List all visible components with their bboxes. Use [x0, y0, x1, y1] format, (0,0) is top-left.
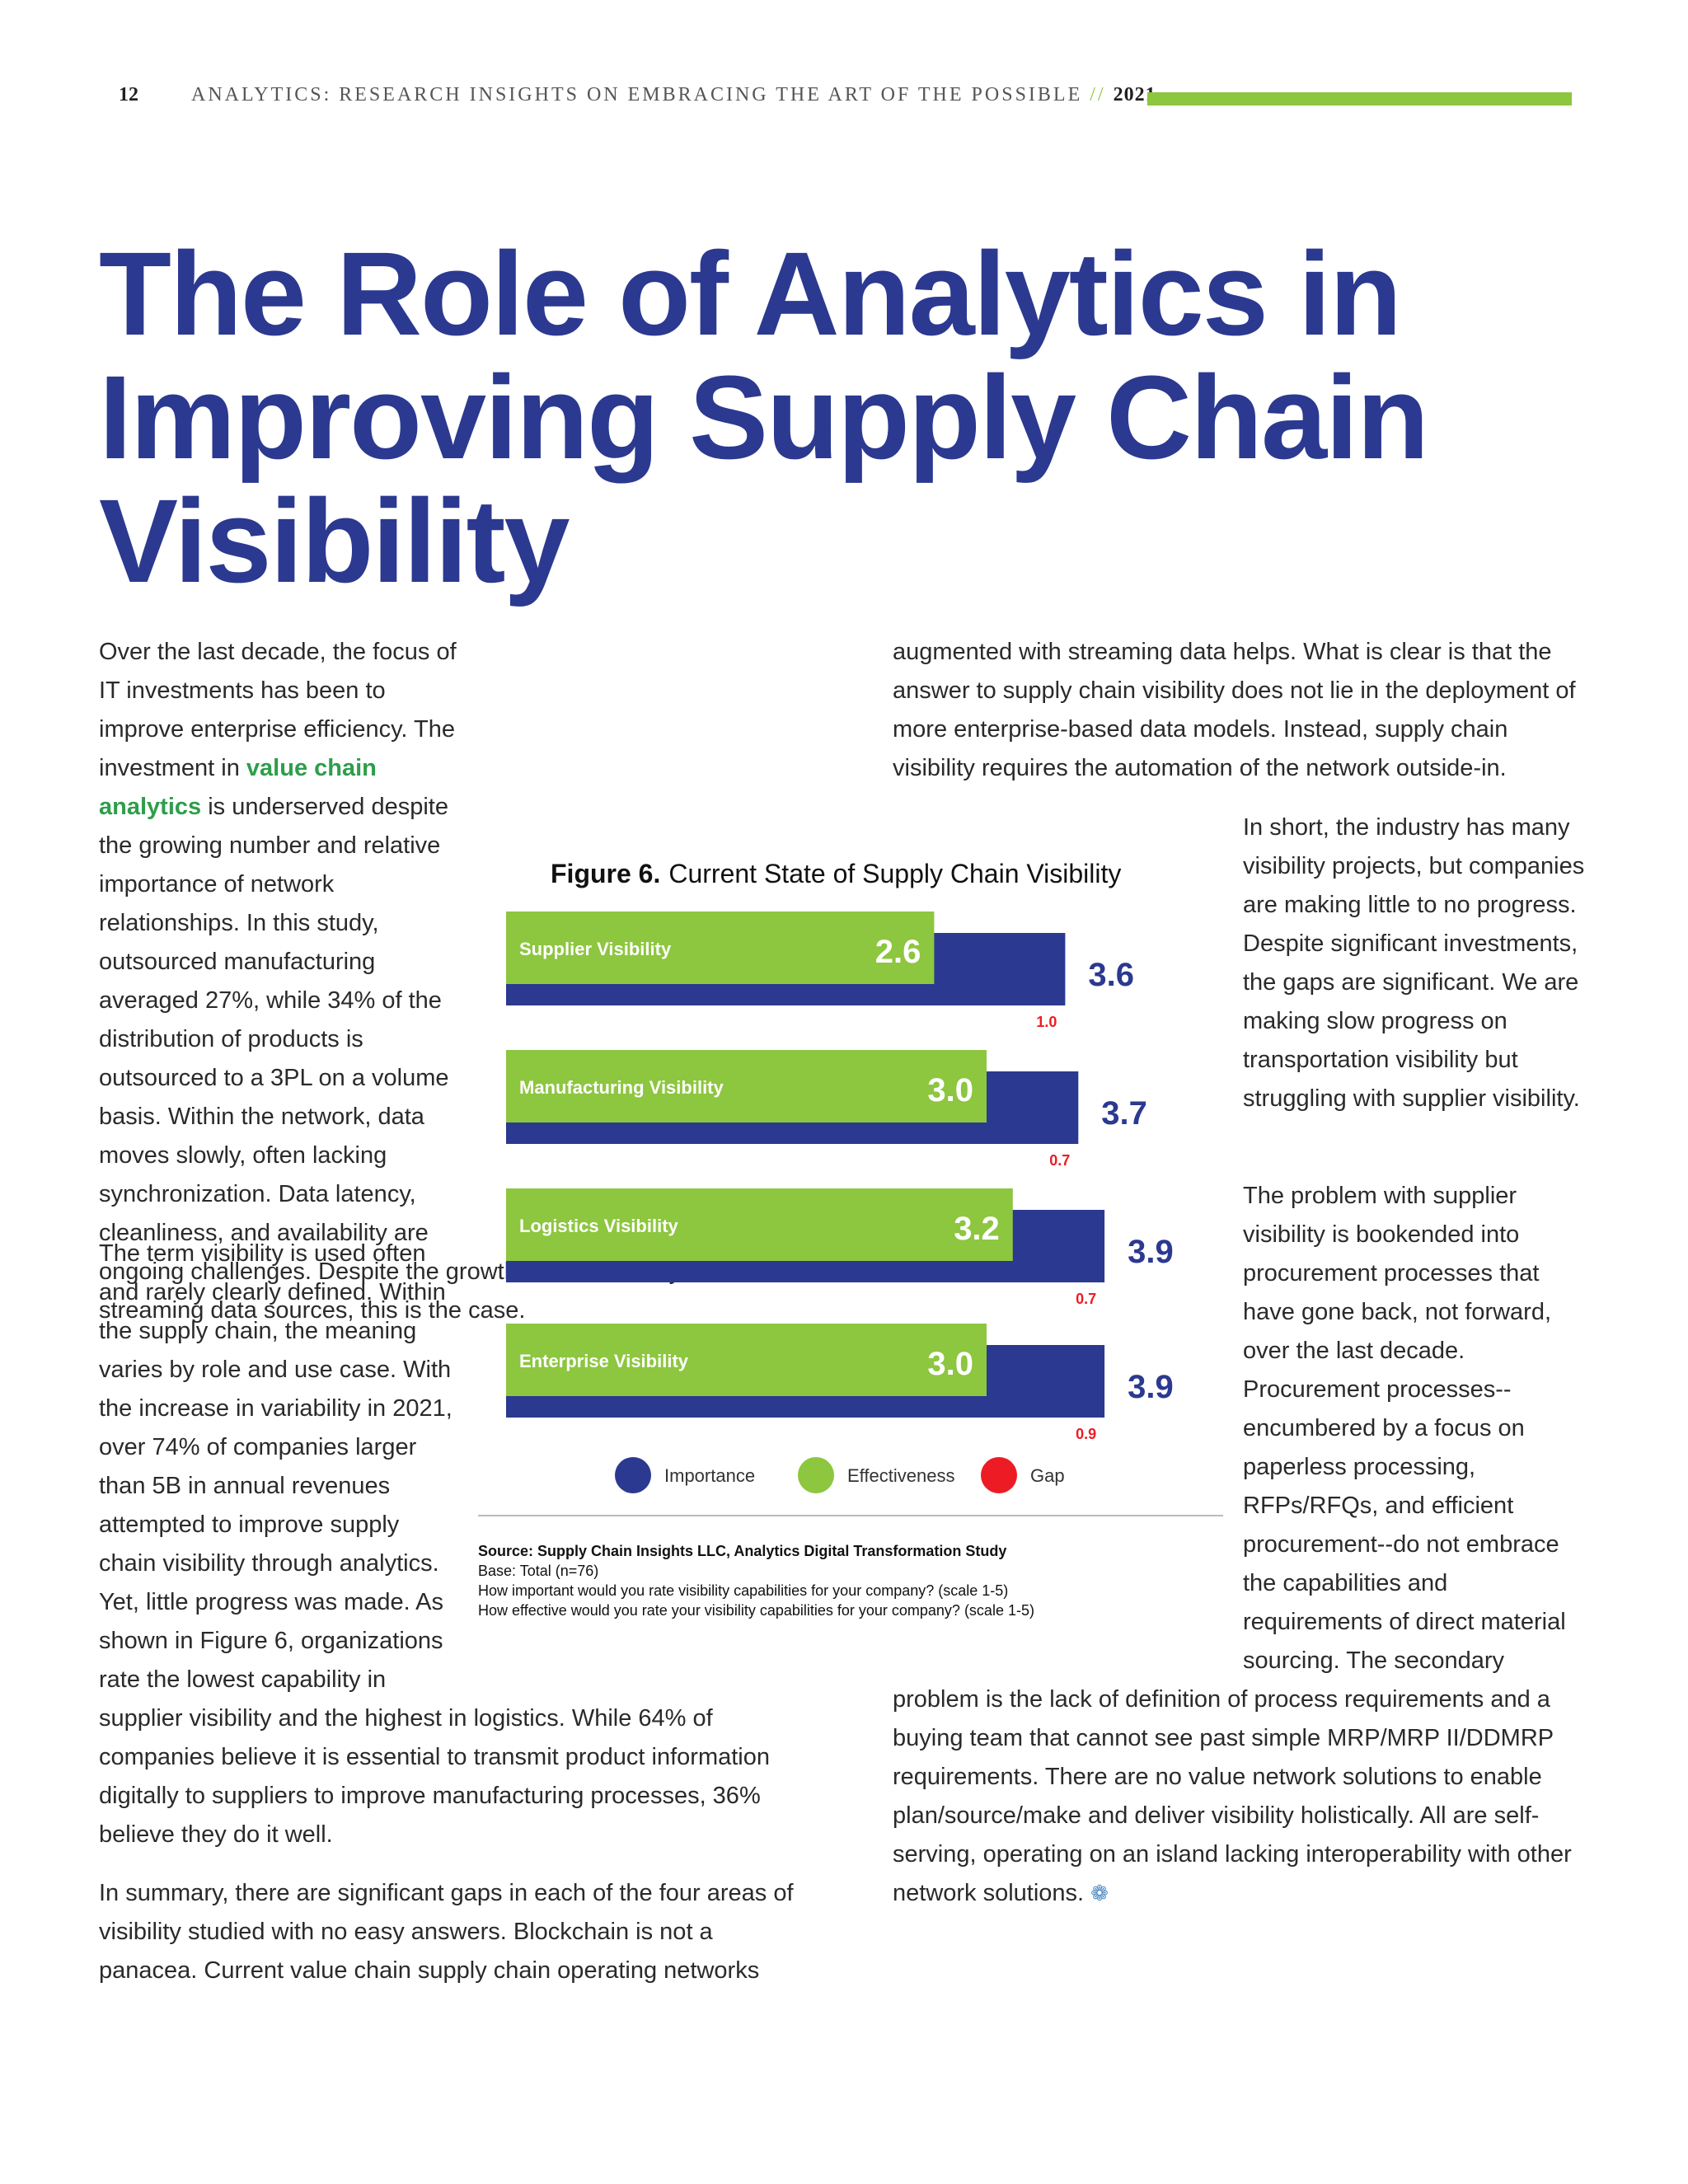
importance-value: 3.6: [1088, 957, 1134, 993]
source-question-1: How important would you rate visibility …: [478, 1582, 1009, 1599]
flower-end-icon: ❁: [1090, 1881, 1109, 1905]
right-paragraph-2: In short, the industry has many visibili…: [1243, 814, 1585, 1112]
left-paragraph-1: Over the last decade, the focus of IT in…: [99, 633, 791, 1330]
effectiveness-bar: [506, 1050, 987, 1122]
right-paragraph-3: The problem with supplier visibility is …: [893, 1177, 1589, 1913]
running-title: ANALYTICS: RESEARCH INSIGHTS ON EMBRACIN…: [191, 84, 1156, 106]
title-separator: //: [1090, 84, 1106, 105]
gap-value: 1.0: [1036, 1014, 1057, 1030]
category-label: Manufacturing Visibility: [519, 1077, 724, 1098]
running-title-text: ANALYTICS: RESEARCH INSIGHTS ON EMBRACIN…: [191, 84, 1083, 105]
figure-source: Source: Supply Chain Insights LLC, Analy…: [478, 1541, 1034, 1620]
right-paragraph-3-text: The problem with supplier visibility is …: [893, 1183, 1572, 1906]
value-chain-analytics-highlight: value chain analytics: [99, 755, 377, 820]
left-paragraph-2: The term visibility is used often and ra…: [99, 1235, 808, 1854]
figure-wrap-spacer-left: [453, 1235, 808, 1684]
effectiveness-bar: [506, 912, 935, 984]
source-base: Base: Total (n=76): [478, 1563, 599, 1579]
page-number: 12: [119, 84, 138, 105]
legend-label: Effectiveness: [847, 1465, 954, 1486]
category-label: Supplier Visibility: [519, 939, 672, 959]
legend-swatch: [615, 1457, 651, 1493]
legend-swatch: [981, 1457, 1017, 1493]
legend-label: Gap: [1030, 1465, 1065, 1486]
gap-value: 0.7: [1076, 1291, 1096, 1307]
legend-label: Importance: [664, 1465, 755, 1486]
source-label: Source: Supply Chain Insights LLC, Analy…: [478, 1543, 1007, 1559]
left-paragraph-2-text: The term visibility is used often and ra…: [99, 1240, 770, 1848]
importance-value: 3.9: [1128, 1369, 1174, 1405]
left-paragraph-1-start: Over the last decade, the focus of IT in…: [99, 639, 457, 781]
figure-caption: Current State of Supply Chain Visibility: [668, 859, 1122, 888]
source-question-2: How effective would you rate your visibi…: [478, 1602, 1034, 1619]
category-label: Enterprise Visibility: [519, 1351, 689, 1371]
importance-value: 3.7: [1101, 1095, 1147, 1132]
left-paragraph-1-end: is underserved despite the growing numbe…: [99, 794, 758, 1324]
figure-title: Figure 6. Current State of Supply Chain V…: [551, 855, 1121, 892]
figure-label: Figure 6.: [551, 859, 661, 888]
effectiveness-value: 3.2: [954, 1211, 1000, 1247]
gap-value: 0.7: [1049, 1152, 1070, 1169]
article-title: The Role of Analytics in Improving Suppl…: [99, 227, 1429, 607]
figure-wrap-spacer: [893, 1177, 1243, 1671]
figure-divider: [478, 1515, 1223, 1516]
left-paragraph-3: In summary, there are significant gaps i…: [99, 1880, 794, 1984]
header-accent-bar: [1147, 92, 1572, 105]
legend-swatch: [798, 1457, 834, 1493]
effectiveness-bar: [506, 1188, 1013, 1261]
gap-value: 0.9: [1076, 1426, 1096, 1442]
chart-legend: Importance Effectiveness Gap: [615, 1457, 1065, 1493]
effectiveness-value: 3.0: [927, 1072, 973, 1108]
bars-layer: Supplier Visibility 2.6 3.6 1.0 Manufacturin…: [506, 912, 1174, 1442]
effectiveness-value: 2.6: [875, 934, 921, 970]
right-paragraph-1: augmented with streaming data helps. Wha…: [893, 639, 1576, 781]
category-label: Logistics Visibility: [519, 1216, 679, 1236]
visibility-bar-chart: Supplier Visibility 2.6 3.6 1.0 Manufacturin…: [506, 912, 1174, 1493]
effectiveness-value: 3.0: [927, 1346, 973, 1382]
page-header: 12 ANALYTICS: RESEARCH INSIGHTS ON EMBRA…: [0, 79, 1688, 117]
effectiveness-bar: [506, 1324, 987, 1396]
importance-value: 3.9: [1128, 1234, 1174, 1270]
